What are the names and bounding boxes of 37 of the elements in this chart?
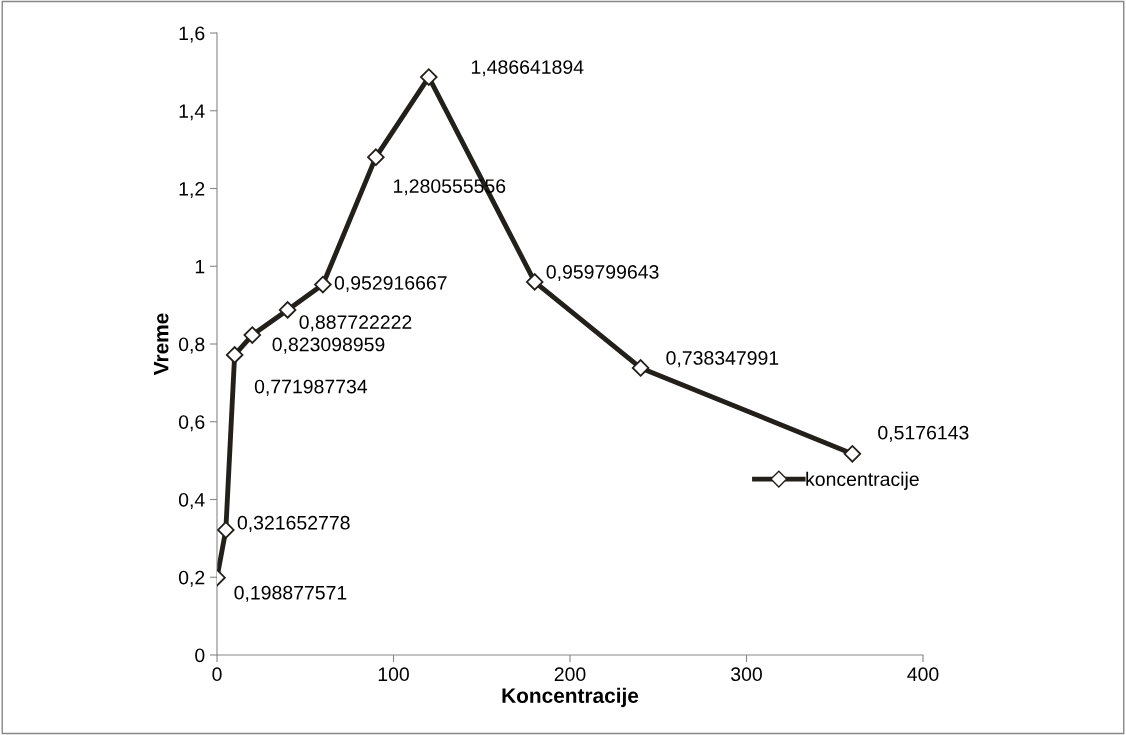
text: 0,198877571 [234,585,347,602]
y-tick-label: 1 [195,259,205,274]
point [843,445,862,463]
y-tick-label: 0,6 [178,415,205,432]
y-tick-label: 1,4 [179,104,205,121]
point [243,326,262,344]
point [314,275,332,294]
x-tick-label: 0 [212,667,222,682]
y-tick-label: 1,2 [179,181,205,199]
y-tick-label: 0,4 [178,492,205,510]
point [631,359,650,377]
text: 0,771987734 [254,379,368,396]
y-axis-title: Vreme [153,313,169,376]
text: 0,321652778 [237,515,350,532]
text: 0,887722222 [299,315,412,332]
y-tick-label: 0,8 [178,337,205,354]
x-tick-label: 100 [378,667,409,682]
x-axis-title: Koncentracije [502,687,639,708]
legend-label: koncentracije [806,471,919,490]
x-tick-label: 200 [554,667,586,682]
point [420,68,438,86]
text: 0,738347991 [666,351,779,368]
x-tick-label: 300 [731,667,762,682]
text: 0,5176143 [878,425,969,442]
text: 0,959799643 [546,265,659,282]
point [278,301,297,319]
y-tick-label: 0,2 [178,570,205,587]
y-tick-label: 0 [195,648,205,663]
point [217,521,235,539]
y-tick-label: 1,6 [179,26,205,43]
point [225,346,244,364]
point [367,148,385,166]
point [525,273,544,291]
x-tick-label: 400 [907,667,939,682]
text: 0,823098959 [272,337,385,354]
text: 1,486641894 [471,60,584,77]
text: 0,952916667 [334,276,447,293]
